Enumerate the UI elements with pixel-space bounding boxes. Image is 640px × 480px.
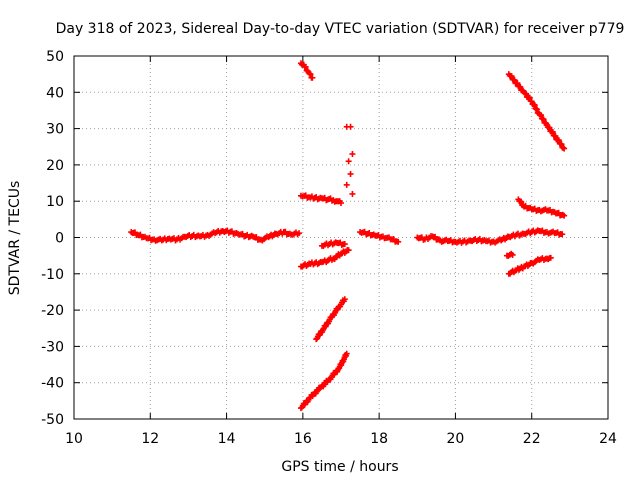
data-point [526, 94, 533, 101]
data-point [555, 137, 562, 144]
data-point [514, 80, 521, 87]
x-tick-labels: 10 12 14 16 18 20 22 24 [65, 431, 617, 447]
data-point [345, 158, 352, 165]
x-tick-label: 24 [599, 431, 617, 447]
data-point [518, 198, 525, 205]
x-tick-label: 10 [65, 431, 83, 447]
x-tick-label: 12 [141, 431, 159, 447]
data-point [309, 74, 316, 81]
data-point [395, 238, 402, 245]
data-point [558, 141, 565, 148]
data-point [517, 83, 524, 90]
y-tick-label: 10 [46, 194, 64, 210]
data-point [345, 247, 352, 254]
data-point [338, 200, 344, 207]
data-point [559, 231, 566, 238]
data-point [509, 251, 516, 258]
data-point [522, 90, 529, 97]
y-tick-label: -10 [41, 267, 64, 283]
y-tick-label: 30 [46, 122, 64, 138]
y-tick-label: -50 [41, 412, 64, 428]
data-point [546, 124, 553, 131]
axis-ticks [73, 55, 609, 420]
data-point [552, 133, 559, 140]
data-point [561, 145, 568, 152]
x-tick-label: 22 [523, 431, 541, 447]
data-point [349, 151, 356, 158]
data-point [561, 212, 568, 219]
chart-title: Day 318 of 2023, Sidereal Day-to-day VTE… [56, 21, 625, 37]
x-tick-label: 16 [294, 431, 312, 447]
x-tick-label: 14 [218, 431, 236, 447]
data-point [343, 350, 350, 357]
data-point [511, 77, 518, 84]
data-point [343, 181, 350, 188]
data-point [347, 123, 354, 130]
y-tick-label: 20 [46, 158, 64, 174]
data-point [547, 254, 554, 261]
y-tick-label: -20 [41, 303, 64, 319]
data-point [538, 112, 545, 119]
data-point [508, 73, 515, 80]
data-point [549, 129, 556, 136]
data-point [341, 241, 348, 248]
y-axis-label: SDTVAR / TECUs [7, 181, 23, 296]
y-tick-label: 0 [55, 231, 64, 247]
data-point [296, 230, 303, 237]
y-tick-label: 40 [46, 85, 64, 101]
data-point [347, 170, 354, 177]
y-tick-label: -30 [41, 339, 64, 355]
data-point [302, 63, 309, 70]
data-point [307, 71, 314, 78]
data-point [540, 116, 547, 123]
data-point [349, 190, 356, 197]
y-tick-label: -40 [41, 376, 64, 392]
x-tick-label: 20 [447, 431, 465, 447]
data-points [128, 60, 568, 412]
x-tick-label: 18 [370, 431, 388, 447]
y-tick-label: 50 [46, 49, 64, 65]
x-axis-label: GPS time / hours [281, 459, 398, 475]
data-point [341, 296, 348, 303]
y-tick-labels: -50 -40 -30 -20 -10 0 10 20 30 40 50 [41, 49, 64, 428]
